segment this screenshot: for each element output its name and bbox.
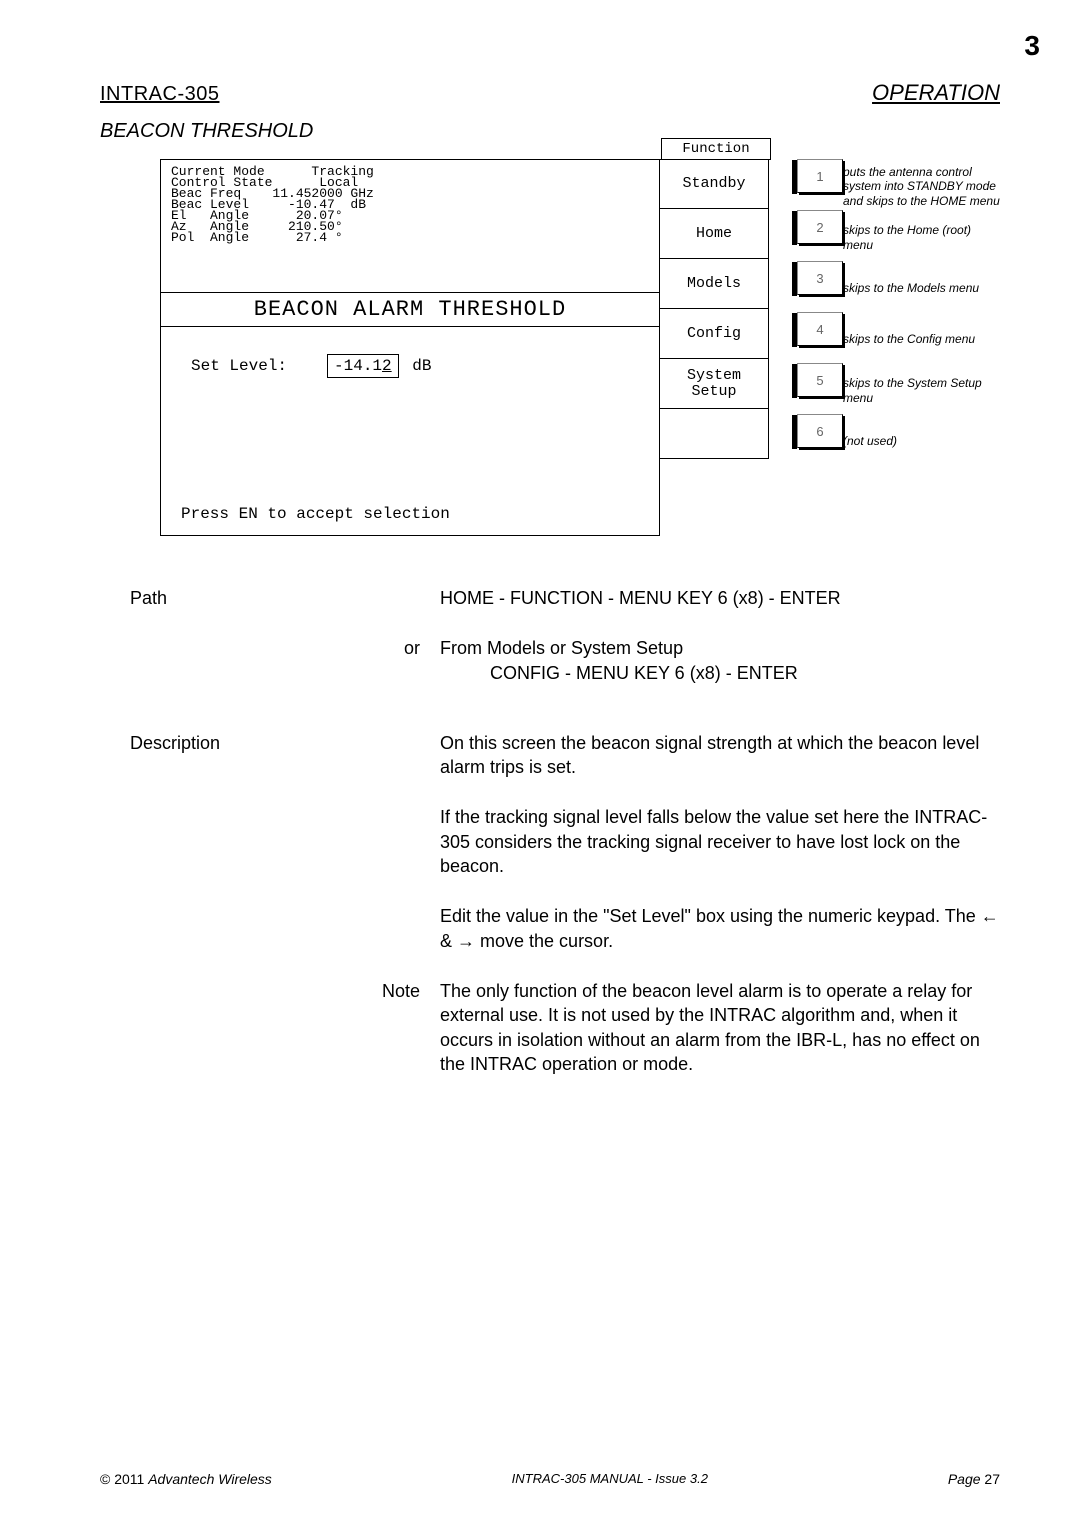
description-column: puts the antenna control system into STA… xyxy=(843,159,1000,467)
description-p1: On this screen the beacon signal strengt… xyxy=(440,731,1000,780)
fn-empty xyxy=(659,409,769,459)
screen-area: Function Current Mode Tracking Control S… xyxy=(160,159,1000,536)
or-line1: From Models or System Setup xyxy=(440,636,1000,660)
header-model: INTRAC-305 xyxy=(100,83,219,106)
set-level-value[interactable]: -14.12 xyxy=(327,354,399,378)
footer-left: © 2011 Advantech Wireless xyxy=(100,1471,272,1487)
key-1[interactable]: 1 xyxy=(797,159,843,193)
or-label: or xyxy=(380,636,440,685)
key-2[interactable]: 2 xyxy=(797,210,843,244)
note-text: The only function of the beacon level al… xyxy=(440,979,1000,1076)
note-label: Note xyxy=(380,979,440,1076)
description-p2-row: If the tracking signal level falls below… xyxy=(130,805,1000,878)
description-label: Description xyxy=(130,731,380,780)
function-header: Function xyxy=(661,138,771,160)
fn-home: Home xyxy=(659,209,769,259)
desc-6: (not used) xyxy=(843,416,1000,467)
footer-mid: INTRAC-305 MANUAL - Issue 3.2 xyxy=(512,1471,708,1487)
note-row: Note The only function of the beacon lev… xyxy=(130,979,1000,1076)
key-6[interactable]: 6 xyxy=(797,414,843,448)
header-section: OPERATION xyxy=(872,80,1000,106)
desc-5: skips to the System Setup menu xyxy=(843,365,1000,416)
path-label: Path xyxy=(130,586,380,610)
key-3[interactable]: 3 xyxy=(797,261,843,295)
screen-title: BEACON ALARM THRESHOLD xyxy=(161,292,659,327)
set-level-label: Set Level: xyxy=(191,357,287,375)
fn-standby: Standby xyxy=(659,159,769,209)
description-p2: If the tracking signal level falls below… xyxy=(440,805,1000,878)
path-row: Path HOME - FUNCTION - MENU KEY 6 (x8) -… xyxy=(130,586,1000,610)
key-4[interactable]: 4 xyxy=(797,312,843,346)
set-level-wrap: -14.12 dB xyxy=(327,357,431,375)
description-p3-row: Edit the value in the "Set Level" box us… xyxy=(130,904,1000,953)
desc-2: skips to the Home (root) menu xyxy=(843,212,1000,263)
screen-mid: Set Level: -14.12 dB xyxy=(161,337,659,497)
screen-footer: Press EN to accept selection xyxy=(161,497,659,535)
page: 3 INTRAC-305 OPERATION BEACON THRESHOLD … xyxy=(0,0,1080,1527)
body-block: Path HOME - FUNCTION - MENU KEY 6 (x8) -… xyxy=(130,586,1000,1076)
screen-and-fn: Function Current Mode Tracking Control S… xyxy=(160,159,769,536)
function-column: Standby Home Models Config System Setup xyxy=(659,159,769,536)
button-column: 1 2 3 4 5 6 xyxy=(797,159,843,465)
footer-right: Page 27 xyxy=(948,1471,1000,1487)
path-value: HOME - FUNCTION - MENU KEY 6 (x8) - ENTE… xyxy=(440,586,1000,610)
page-number-top: 3 xyxy=(1024,30,1040,62)
fn-models: Models xyxy=(659,259,769,309)
or-text: From Models or System Setup CONFIG - MEN… xyxy=(440,636,1000,685)
desc-4: skips to the Config menu xyxy=(843,314,1000,365)
description-row: Description On this screen the beacon si… xyxy=(130,731,1000,780)
set-level-unit: dB xyxy=(412,357,431,375)
header-row: INTRAC-305 OPERATION xyxy=(100,80,1000,106)
description-p3: Edit the value in the "Set Level" box us… xyxy=(440,904,1000,953)
desc-3: skips to the Models menu xyxy=(843,263,1000,314)
fn-system-setup: System Setup xyxy=(659,359,769,409)
subheading: BEACON THRESHOLD xyxy=(100,120,1000,143)
screen-box: Function Current Mode Tracking Control S… xyxy=(160,159,660,536)
or-row: or From Models or System Setup CONFIG - … xyxy=(130,636,1000,685)
fn-config: Config xyxy=(659,309,769,359)
footer: © 2011 Advantech Wireless INTRAC-305 MAN… xyxy=(100,1471,1000,1487)
right-arrow-icon: → xyxy=(457,931,475,951)
key-5[interactable]: 5 xyxy=(797,363,843,397)
left-arrow-icon: ← xyxy=(981,906,999,926)
screen-status: Current Mode Tracking Control State Loca… xyxy=(161,160,659,292)
or-line2: CONFIG - MENU KEY 6 (x8) - ENTER xyxy=(490,661,1000,685)
desc-1: puts the antenna control system into STA… xyxy=(843,161,1000,212)
